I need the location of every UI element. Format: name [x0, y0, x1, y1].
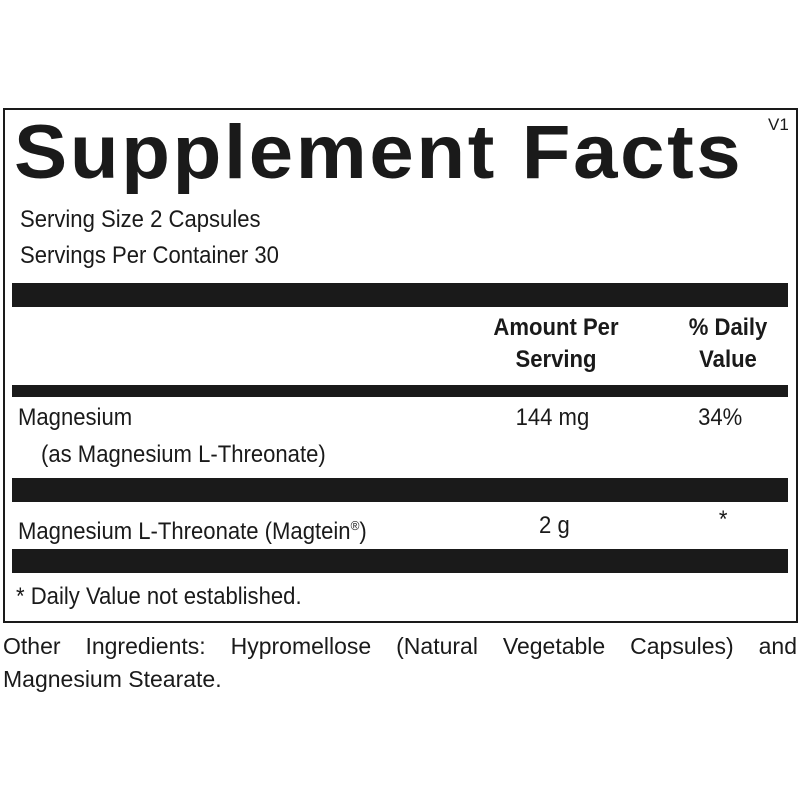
divider-bar [12, 478, 788, 502]
other-ingredients: Other Ingredients: Hypromellose (Natural… [3, 633, 797, 692]
amount-header-line1: Amount Per [493, 314, 619, 341]
serving-size: Serving Size 2 Capsules [20, 206, 261, 233]
version-label: V1 [768, 115, 789, 134]
closing-paren: ) [359, 518, 367, 545]
panel-title: Supplement Facts [14, 110, 744, 195]
ingredient-amount: 2 g [539, 512, 570, 539]
dv-header-line1: % Daily [688, 314, 768, 341]
nutrient-name: Magnesium [18, 404, 133, 431]
registered-mark: ® [350, 518, 360, 533]
nutrient-source: (as Magnesium L-Threonate) [41, 441, 326, 468]
nutrient-amount: 144 mg [515, 404, 590, 431]
amount-header-line2: Serving [515, 346, 597, 373]
nutrient-dv: 34% [698, 404, 743, 431]
amount-header: Amount Per Serving [464, 312, 648, 376]
daily-value-header: % Daily Value [673, 312, 783, 376]
ingredient-name: Magnesium L-Threonate (Magtein®) [18, 511, 367, 547]
servings-per-container: Servings Per Container 30 [20, 242, 279, 269]
ingredient-name-text: Magnesium L-Threonate (Magtein [18, 518, 351, 545]
divider-bar [12, 549, 788, 573]
dv-header-line2: Value [699, 346, 757, 373]
ingredient-dv: * [718, 506, 728, 533]
divider-bar [12, 385, 788, 397]
footnote: * Daily Value not established. [16, 583, 302, 610]
divider-bar [12, 283, 788, 307]
supplement-facts-panel [3, 108, 798, 623]
